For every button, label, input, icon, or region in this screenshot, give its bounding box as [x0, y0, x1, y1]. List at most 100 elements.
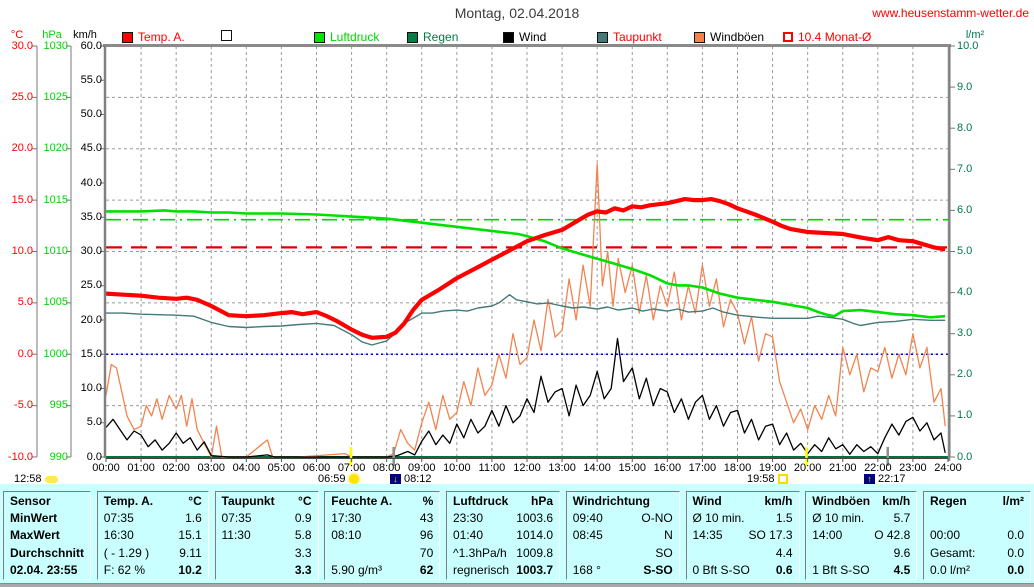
table-column-windboeen: Windböen km/h Ø 10 min. 5.7 14:00 O 42.8 9.6 1 … [805, 491, 918, 580]
cell-value: °C [298, 493, 312, 508]
wind-tick-label: 10.0 [80, 382, 102, 394]
temp-tick-label: 10.0 [11, 245, 33, 257]
cell-value: 1014.0 [516, 528, 553, 543]
cell-value: 1003.6 [516, 511, 553, 526]
table-row: ^1.3hPa/h 1009.8 [447, 544, 559, 561]
cell-label: Wind [692, 493, 722, 508]
cell-label: MaxWert [10, 528, 60, 543]
table-header-row: Luftdruck hPa [447, 492, 559, 509]
table-row: ( - 1.29 ) 9.11 [98, 544, 208, 561]
x-tick-label: 16:00 [653, 462, 682, 474]
table-header-row: Sensor [4, 492, 90, 509]
table-column-temp: Temp. A. °C 07:35 1.6 16:30 15.1 ( - 1.29 ) 9.1… [96, 491, 209, 580]
x-tick-label: 01:00 [127, 462, 155, 474]
pressure-tick-label: 1010 [43, 245, 68, 257]
rain-tick-label: 2.0 [957, 368, 973, 381]
table-row: 01:40 1014.0 [447, 527, 559, 544]
table-row: 16:30 15.1 [98, 527, 208, 544]
rain-tick-label: 6.0 [957, 203, 973, 216]
axis-unit-pressure: hPa [42, 29, 62, 41]
table-row: 07:35 0.9 [216, 509, 318, 526]
cell-value: SO 17.3 [748, 528, 793, 543]
table-row: 9.6 [806, 544, 916, 561]
table-row: 168 ° S-SO [567, 562, 679, 579]
cell-label: Luftdruck [453, 493, 509, 508]
axis-unit-temp: °C [10, 29, 24, 41]
website-link[interactable]: www.heusenstamm-wetter.de [872, 6, 1029, 20]
table-row [924, 509, 1030, 526]
pressure-tick-label: 1025 [43, 90, 68, 103]
table-header-row: Wind km/h [687, 492, 799, 509]
rain-tick-label: 4.0 [957, 286, 973, 299]
pressure-tick-label: 1015 [43, 193, 68, 206]
cell-label: 09:40 [572, 511, 603, 526]
rain-tick-label: 5.0 [957, 245, 973, 257]
table-row: SO [567, 544, 679, 561]
cell-label: Sensor [10, 493, 51, 508]
cell-value: 70 [419, 545, 434, 560]
table-header-row: Feuchte A.% [325, 492, 439, 509]
cell-value: 3.3 [294, 563, 312, 578]
rain-tick-label: 7.0 [957, 162, 973, 175]
temp-tick-label: 0.0 [17, 347, 33, 360]
table-row: Ø 10 min. 1.5 [687, 509, 799, 526]
sunrise-sun-icon [348, 474, 359, 484]
chart-canvas [32, 44, 955, 466]
cell-value: O 42.8 [874, 528, 911, 543]
x-tick-label: 19:00 [758, 462, 787, 474]
x-tick-label: 11:00 [478, 462, 506, 474]
cell-label: F: 62 % [103, 563, 146, 578]
x-tick-label: 00:00 [92, 462, 120, 474]
cell-value: 62 [419, 563, 434, 578]
table-row: 0 Bft S-SO 0.6 [687, 562, 799, 579]
wind-tick-label: 55.0 [80, 73, 102, 86]
table-row: Durchschnitt [4, 544, 90, 561]
pressure-tick-label: 990 [49, 450, 68, 463]
temp-tick-label: 25.0 [11, 90, 33, 103]
cell-label: Temp. A. [103, 493, 154, 508]
wind-tick-label: 30.0 [80, 245, 102, 257]
moon-cloud-icon [44, 475, 58, 483]
rain-tick-label: 10.0 [957, 39, 979, 52]
sunset-sun-icon [777, 474, 788, 484]
cell-label: Gesamt: [930, 545, 976, 560]
table-row: 3.3 [216, 562, 318, 579]
cell-label: 17:30 [331, 511, 362, 526]
x-tick-label: 08:00 [372, 462, 401, 474]
cell-label: Windböen [812, 493, 871, 508]
cell-label: 07:35 [103, 511, 134, 526]
lunar-noon-marker: 12:58 [14, 473, 58, 485]
x-tick-label: 20:00 [793, 462, 822, 474]
pressure-tick-label: 1000 [43, 347, 68, 360]
cell-label: 0.0 l/m² [930, 563, 971, 578]
table-header-row: Windböen km/h [806, 492, 916, 509]
moonset-marker: ↓ 08:12 [390, 473, 432, 485]
pressure-line [106, 209, 946, 319]
rain-tick-label: 8.0 [957, 121, 973, 134]
moonset-time: 08:12 [404, 473, 432, 485]
cell-value: 0.9 [294, 511, 312, 526]
cell-label: regnerisch [453, 563, 510, 578]
legend-swatch-wind [503, 31, 514, 43]
page-title: Montag, 02.04.2018 [454, 5, 580, 21]
x-tick-label: 02:00 [162, 462, 190, 474]
cell-label: 5.90 g/m³ [331, 563, 382, 578]
legend-label-pressure: Luftdruck [330, 30, 380, 44]
lunar-noon-time: 12:58 [14, 473, 42, 485]
cell-value: 10.2 [178, 563, 202, 578]
table-row: 0.0 l/m² 0.0 [924, 562, 1030, 579]
cell-label: Regen [930, 493, 967, 508]
table-row: 02.04. 23:55 [4, 562, 90, 579]
wind-tick-label: 20.0 [80, 313, 102, 326]
legend-swatch-taupunkt [597, 31, 608, 43]
cell-value: N [664, 528, 673, 543]
rain-tick-label: 9.0 [957, 80, 973, 93]
table-row: F: 62 % 10.2 [98, 562, 208, 579]
cell-value: °C [188, 493, 202, 508]
cell-value: 4.5 [893, 563, 911, 578]
cell-value: 0.0 [1007, 563, 1024, 578]
cell-label: 23:30 [453, 511, 484, 526]
cell-value: 9.6 [893, 545, 911, 560]
table-header-row: Temp. A. °C [98, 492, 208, 509]
